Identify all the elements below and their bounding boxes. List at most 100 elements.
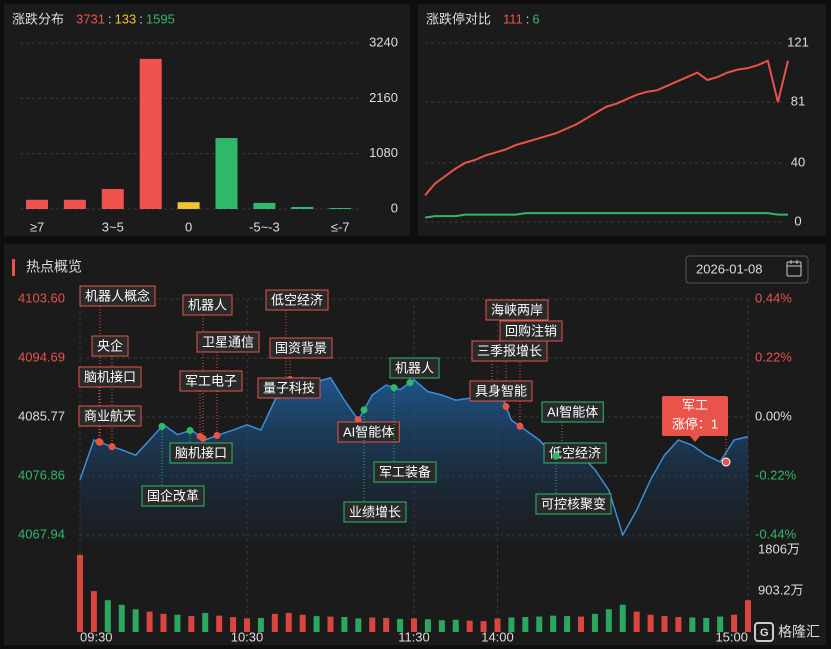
anchor-dot xyxy=(552,452,560,460)
x-tick-label: -5~-3 xyxy=(249,219,280,234)
separator: : xyxy=(139,11,143,26)
volume-bar xyxy=(522,617,529,632)
tag-label: 回购注销 xyxy=(505,323,557,338)
volume-bar xyxy=(661,616,668,632)
tag-label: AI智能体 xyxy=(343,424,394,439)
tag xyxy=(469,380,533,402)
volume-bar xyxy=(605,609,612,632)
bar xyxy=(291,206,314,209)
x-tick-label: 09:30 xyxy=(80,629,113,644)
x-tick-label: 11:30 xyxy=(398,629,430,644)
volume-bar xyxy=(745,600,751,632)
date-picker[interactable] xyxy=(685,255,809,284)
panel-title: 涨跌分布 xyxy=(12,11,64,26)
tag-label: 三季报增长 xyxy=(477,343,542,358)
callout-dot xyxy=(721,457,731,467)
volume-bar xyxy=(397,618,404,632)
x-tick-label: 10:30 xyxy=(231,629,264,644)
count: 6 xyxy=(532,11,539,26)
x-tick-label: ≥7 xyxy=(30,219,44,234)
y-tick-label: 4076.86 xyxy=(18,467,65,482)
y-tick-label: 4085.77 xyxy=(18,408,65,423)
anchor-dot xyxy=(406,379,414,387)
volume-bar xyxy=(494,618,501,632)
anchor-dot xyxy=(213,431,221,439)
y-tick-label: 0 xyxy=(391,200,398,215)
tag xyxy=(179,370,243,392)
title-bar xyxy=(12,259,15,276)
svg-text:G: G xyxy=(760,627,769,639)
volume-bar xyxy=(466,620,473,632)
anchor-dot xyxy=(502,402,510,410)
callout-title: 军工 xyxy=(682,397,708,412)
tag xyxy=(78,366,142,388)
tag-label: 可控核聚变 xyxy=(541,496,606,511)
volume-bar xyxy=(285,612,292,632)
tag xyxy=(78,405,142,427)
volume-bar xyxy=(438,620,445,632)
panel-title: 热点概览 xyxy=(26,259,82,275)
anchor-dot xyxy=(516,422,524,430)
tag-label: 央企 xyxy=(97,338,123,353)
tag xyxy=(257,377,321,399)
separator: : xyxy=(108,11,112,26)
volume-bar xyxy=(271,613,278,632)
volume-bar xyxy=(731,614,738,632)
volume-bar xyxy=(174,614,181,632)
volume-bar xyxy=(619,604,626,632)
x-tick-label: 15:00 xyxy=(715,629,748,644)
volume-bar xyxy=(383,617,390,632)
callout xyxy=(662,396,728,436)
volume-bar xyxy=(244,618,250,632)
volume-bar xyxy=(452,619,459,632)
anchor-dot xyxy=(95,438,103,446)
tag xyxy=(485,299,549,321)
y-tick-label: 4067.94 xyxy=(18,526,65,541)
volume-bar xyxy=(118,604,125,632)
y-tick-label: 81 xyxy=(791,94,805,109)
volume-bar xyxy=(578,616,584,632)
volume-bar xyxy=(355,618,362,632)
callout-text: 涨停：1 xyxy=(672,416,718,431)
y2-tick-label: -0.22% xyxy=(755,467,797,482)
x-tick-label: 3~5 xyxy=(102,219,124,234)
volume-bar xyxy=(536,616,543,632)
tag xyxy=(389,357,440,379)
volume-bar xyxy=(104,600,111,632)
tag-label: AI智能体 xyxy=(547,404,598,419)
volume-bar xyxy=(689,617,696,632)
tag-label: 卫星通信 xyxy=(202,334,254,349)
brand: 格隆汇 xyxy=(778,624,820,640)
count: 3731 xyxy=(76,11,105,26)
y-tick-label: 3240 xyxy=(369,34,398,49)
volume-bar xyxy=(633,611,640,632)
tag xyxy=(265,289,329,311)
volume-bar xyxy=(647,614,654,632)
tag-label: 量子科技 xyxy=(263,380,315,395)
tag-label: 国企改革 xyxy=(147,488,199,503)
tag-label: 业绩增长 xyxy=(349,504,401,519)
bar xyxy=(253,202,276,209)
anchor-dot xyxy=(196,432,204,440)
tag-label: 军工电子 xyxy=(185,373,237,388)
tag-label: 海峡两岸 xyxy=(491,302,543,317)
x-tick-label: ≤-7 xyxy=(331,219,350,234)
bar xyxy=(63,199,86,209)
y-tick-label: 40 xyxy=(791,154,805,169)
y2-tick-label: -0.44% xyxy=(755,526,797,541)
volume-bar xyxy=(188,616,195,632)
volume-bar xyxy=(327,616,334,632)
count: 1595 xyxy=(146,11,175,26)
date-label: 2026-01-08 xyxy=(696,261,763,276)
volume-bar xyxy=(480,621,487,632)
tag xyxy=(79,285,156,307)
y-tick-label: 2160 xyxy=(369,90,398,105)
volume-bar xyxy=(77,554,83,632)
tag xyxy=(535,493,612,515)
volume-bar xyxy=(550,615,557,632)
bar xyxy=(329,207,352,209)
panel xyxy=(418,4,826,236)
volume-bar xyxy=(313,616,320,632)
panel-title: 涨跌停对比 xyxy=(426,11,491,26)
